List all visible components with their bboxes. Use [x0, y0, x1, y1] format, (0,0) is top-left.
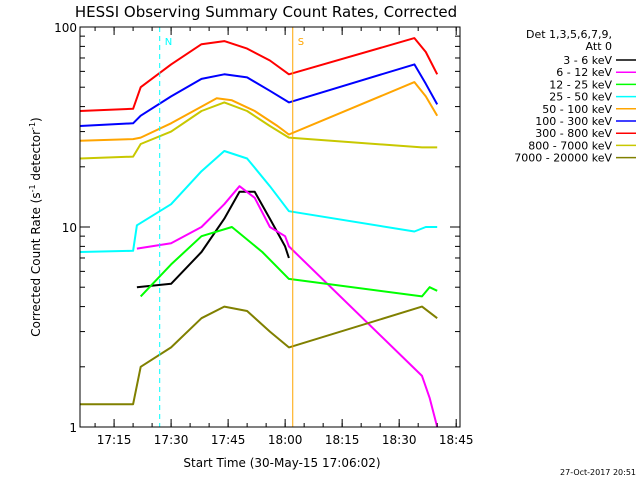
legend-label-8: 7000 - 20000 keV: [514, 152, 612, 165]
x-axis-label: Start Time (30-May-15 17:06:02): [183, 456, 380, 470]
legend-label-0: 3 - 6 keV: [563, 54, 612, 67]
series-line-6: [79, 37, 439, 112]
x-tick-label-1: 17:30: [154, 433, 189, 447]
y-tick-label-0: 1: [69, 421, 77, 435]
series-line-7: [79, 101, 438, 160]
timestamp: 27-Oct-2017 20:51: [560, 468, 636, 477]
series-line-8: [79, 305, 438, 406]
interval-label-1: S: [298, 37, 304, 48]
interval-label-0: N: [165, 37, 172, 48]
legend-header-1: Att 0: [586, 40, 612, 53]
legend-label-4: 50 - 100 keV: [542, 103, 612, 116]
y-tick-label-1: 10: [62, 221, 77, 235]
series-line-2: [139, 226, 438, 298]
series-line-4: [79, 81, 439, 142]
x-tick-label-5: 18:30: [382, 433, 417, 447]
x-tick-label-6: 18:45: [439, 433, 474, 447]
series-line-5: [79, 63, 439, 127]
chart-title: HESSI Observing Summary Count Rates, Cor…: [75, 3, 457, 21]
legend-label-2: 12 - 25 keV: [549, 78, 612, 91]
series-line-3: [79, 150, 438, 253]
legend-label-3: 25 - 50 keV: [549, 91, 612, 104]
y-axis-label: Corrected Count Rate (s-1 detector-1): [28, 117, 43, 336]
legend-label-5: 100 - 300 keV: [535, 115, 612, 128]
x-tick-label-2: 17:45: [211, 433, 246, 447]
x-tick-label-3: 18:00: [268, 433, 303, 447]
legend-label-6: 300 - 800 keV: [535, 127, 612, 140]
legend-header-0: Det 1,3,5,6,7,9,: [526, 28, 612, 41]
series-layer: [79, 37, 439, 428]
legend-label-7: 800 - 7000 keV: [528, 139, 612, 152]
series-line-0: [136, 190, 290, 289]
x-tick-label-4: 18:15: [325, 433, 360, 447]
series-line-1: [136, 185, 439, 428]
y-tick-label-2: 100: [54, 21, 77, 35]
x-axis-ticks: 17:15 17:30 17:45 18:00 18:15 18:30 18:45: [94, 27, 474, 447]
y-axis-ticks: 1 10 100: [54, 21, 460, 435]
x-tick-label-0: 17:15: [97, 433, 132, 447]
legend-label-1: 6 - 12 keV: [556, 66, 612, 79]
